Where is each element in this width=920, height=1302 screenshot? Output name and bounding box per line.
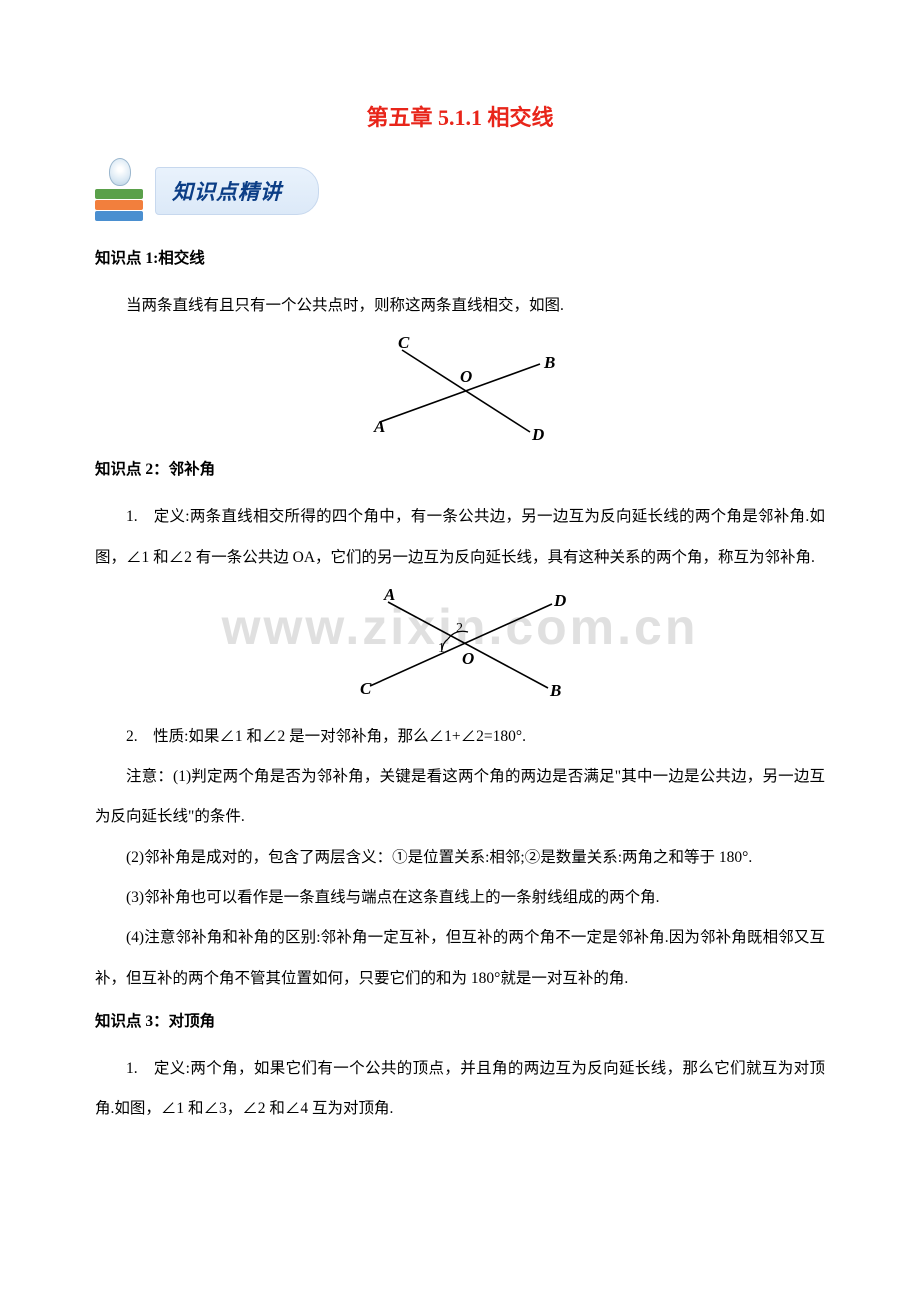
fig1-svg: A C B D O bbox=[350, 332, 570, 442]
fig1-line-cd bbox=[402, 350, 530, 432]
section-2-p3: 注意：(1)判定两个角是否为邻补角，关键是看这两个角的两边是否满足"其中一边是公… bbox=[95, 757, 825, 838]
knowledge-badge: 知识点精讲 bbox=[95, 160, 825, 222]
fig1-label-a: A bbox=[373, 417, 385, 436]
fig1-label-b: B bbox=[543, 353, 555, 372]
section-1-head: 知识点 1:相交线 bbox=[95, 246, 825, 268]
section-2-p2: 2. 性质:如果∠1 和∠2 是一对邻补角，那么∠1+∠2=180°. bbox=[95, 717, 825, 757]
section-3-p1: 1. 定义:两个角，如果它们有一个公共的顶点，并且角的两边互为反向延长线，那么它… bbox=[95, 1049, 825, 1130]
fig2-label-1: 1 bbox=[438, 641, 445, 656]
page-title: 第五章 5.1.1 相交线 bbox=[95, 100, 825, 132]
fig1-label-d: D bbox=[531, 425, 544, 442]
book-blue bbox=[95, 211, 143, 221]
fig2-label-2: 2 bbox=[456, 621, 463, 636]
section-2-p5: (3)邻补角也可以看作是一条直线与端点在这条直线上的一条射线组成的两个角. bbox=[95, 878, 825, 918]
section-2-p1: 1. 定义:两条直线相交所得的四个角中，有一条公共边，另一边互为反向延长线的两个… bbox=[95, 497, 825, 578]
section-2-p6: (4)注意邻补角和补角的区别:邻补角一定互补，但互补的两个角不一定是邻补角.因为… bbox=[95, 918, 825, 999]
fig2-line-ab bbox=[388, 602, 548, 688]
figure-2: A D C B O 1 2 bbox=[95, 584, 825, 707]
fig1-label-o: O bbox=[460, 367, 472, 386]
fig2-label-o: O bbox=[462, 649, 474, 668]
book-green bbox=[95, 189, 143, 199]
fig2-label-d: D bbox=[553, 591, 566, 610]
fig2-label-a: A bbox=[383, 585, 395, 604]
section-2-head: 知识点 2：邻补角 bbox=[95, 457, 825, 479]
figure-1: A C B D O bbox=[95, 332, 825, 447]
section-2-p4: (2)邻补角是成对的，包含了两层含义：①是位置关系:相邻;②是数量关系:两角之和… bbox=[95, 838, 825, 878]
fig2-svg: A D C B O 1 2 bbox=[330, 584, 590, 702]
fig2-label-b: B bbox=[549, 681, 561, 700]
section-1-p1: 当两条直线有且只有一个公共点时，则称这两条直线相交，如图. bbox=[95, 286, 825, 326]
book-orange bbox=[95, 200, 143, 210]
lightbulb-icon bbox=[109, 158, 131, 186]
section-3-head: 知识点 3：对顶角 bbox=[95, 1009, 825, 1031]
badge-icon bbox=[95, 160, 157, 222]
fig2-label-c: C bbox=[360, 679, 372, 698]
fig1-label-c: C bbox=[398, 333, 410, 352]
badge-label: 知识点精讲 bbox=[155, 167, 319, 215]
books-icon bbox=[95, 189, 143, 222]
fig2-line-cd bbox=[370, 604, 552, 686]
